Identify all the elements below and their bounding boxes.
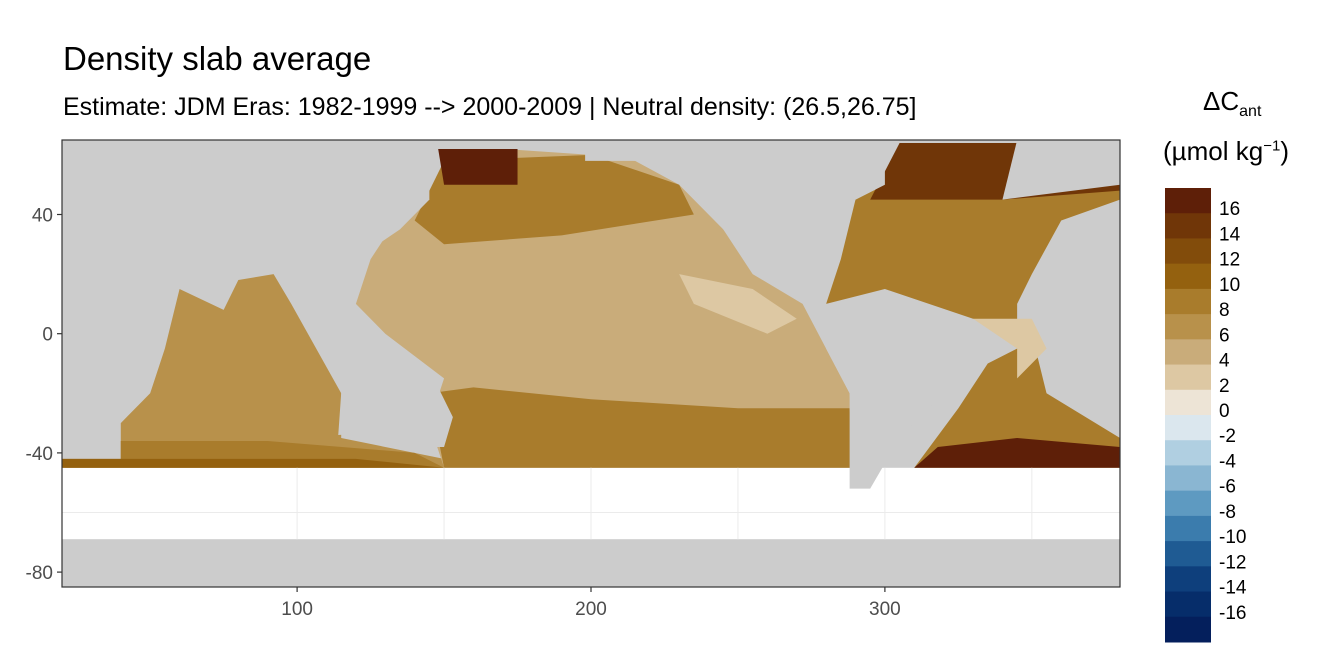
legend-color-step [1165, 188, 1211, 214]
south-atlantic-hotspot [914, 438, 1120, 468]
legend-label: 16 [1219, 199, 1240, 220]
legend-label: -8 [1219, 502, 1236, 523]
legend-color-step [1165, 288, 1211, 315]
legend-color-step [1165, 339, 1211, 366]
legend-color-step [1165, 541, 1211, 567]
legend-label: -6 [1219, 477, 1236, 498]
legend-color-step [1165, 591, 1211, 618]
indian-ocean [62, 274, 445, 468]
north-pacific-hotspot [438, 148, 518, 185]
y-tick-label: -80 [26, 563, 53, 584]
legend-label: 6 [1219, 325, 1230, 346]
x-tick-label: 300 [869, 599, 901, 620]
legend-label: 0 [1219, 401, 1230, 422]
chart-subtitle: Estimate: JDM Eras: 1982-1999 --> 2000-2… [63, 93, 917, 121]
asia [297, 140, 430, 275]
legend-color-step [1165, 616, 1211, 643]
atlantic-ocean [826, 142, 1120, 468]
legend-title: ΔCant [1203, 86, 1262, 121]
africa [62, 229, 151, 438]
legend-label: 8 [1219, 300, 1230, 321]
antarctica [62, 539, 1120, 587]
legend-color-step [1165, 389, 1211, 416]
legend-color-step [1165, 465, 1211, 492]
legend-label: 2 [1219, 376, 1230, 397]
chart-title: Density slab average [63, 40, 372, 77]
southern-indian-band [62, 458, 445, 468]
legend-color-step [1165, 566, 1211, 593]
legend-label: 14 [1219, 224, 1241, 245]
australia [338, 369, 453, 447]
legend-color-step [1165, 213, 1211, 239]
east-pacific-patch [679, 274, 797, 334]
south-pacific [429, 387, 856, 468]
legend-label: -4 [1219, 451, 1236, 472]
y-tick-label: -40 [26, 444, 53, 465]
legend-color-step [1165, 364, 1211, 391]
y-tick-label: 0 [42, 325, 53, 346]
north-america [585, 140, 885, 275]
legend-color-step [1165, 415, 1211, 441]
y-tick-label: 40 [32, 206, 53, 227]
x-tick-label: 200 [575, 599, 607, 620]
legend-unit: (µmol kg−1) [1163, 136, 1289, 166]
legend-label: 4 [1219, 351, 1230, 372]
legend-label: -12 [1219, 552, 1246, 573]
legend-color-step [1165, 515, 1211, 542]
legend-label: -10 [1219, 527, 1246, 548]
legend-color-step [1165, 263, 1211, 290]
south-america [826, 303, 959, 489]
legend-color-step [1165, 440, 1211, 466]
legend-label: -2 [1219, 426, 1236, 447]
legend-label: 10 [1219, 275, 1240, 296]
legend-color-step [1165, 238, 1211, 265]
legend-label: -16 [1219, 603, 1246, 624]
equatorial-atlantic-patch [973, 318, 1047, 379]
x-tick-label: 100 [281, 599, 313, 620]
legend-label: 12 [1219, 250, 1240, 271]
legend-color-step [1165, 490, 1211, 517]
legend-color-step [1165, 314, 1211, 340]
legend-label: -14 [1219, 578, 1247, 599]
europe-greenland [1002, 140, 1120, 200]
